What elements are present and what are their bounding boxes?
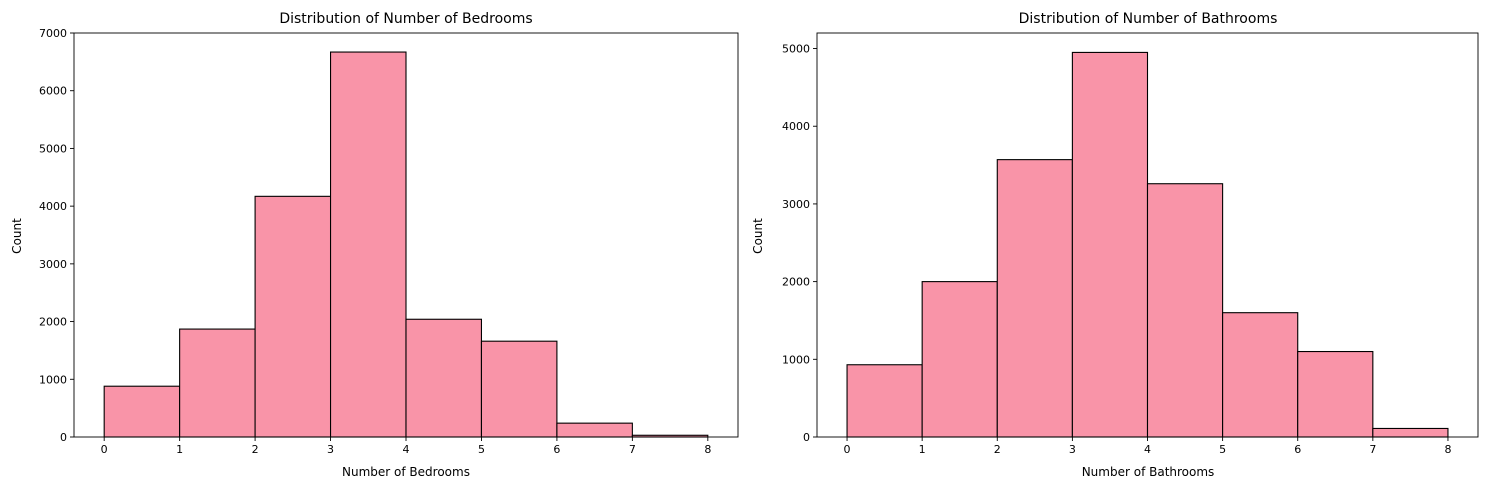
y-tick-label: 1000 <box>39 373 67 386</box>
x-ticks: 0 1 2 3 4 5 6 7 8 <box>101 437 711 456</box>
y-tick-label: 1000 <box>782 353 810 366</box>
histogram-bar <box>329 51 407 438</box>
y-axis-label: Count <box>10 218 24 254</box>
histogram-bar <box>1222 312 1299 438</box>
plot-frame <box>816 32 1479 438</box>
x-tick-label: 7 <box>1369 443 1376 456</box>
x-tick-label: 5 <box>478 443 485 456</box>
histogram-bar <box>1297 350 1374 438</box>
y-axis-label: Count <box>751 218 765 254</box>
x-tick-label: 0 <box>101 443 108 456</box>
histogram-bar <box>921 281 998 438</box>
plot-frame <box>73 32 739 438</box>
y-tick-label: 2000 <box>39 316 67 329</box>
x-axis-label: Number of Bedrooms <box>342 465 470 479</box>
y-tick-label: 5000 <box>782 43 810 56</box>
histogram-bar <box>405 318 483 438</box>
histogram-bar <box>1146 183 1224 438</box>
x-tick-label: 6 <box>1294 443 1301 456</box>
bars <box>103 51 709 438</box>
y-ticks: 0 1000 2000 3000 4000 5000 6000 7000 <box>39 27 74 444</box>
x-tick-label: 2 <box>252 443 259 456</box>
y-tick-label: 4000 <box>782 120 810 133</box>
histogram-bar <box>1071 51 1149 438</box>
y-tick-label: 4000 <box>39 200 67 213</box>
y-tick-label: 0 <box>803 431 810 444</box>
histogram-bar <box>480 340 558 438</box>
y-tick-label: 0 <box>60 431 67 444</box>
y-tick-label: 2000 <box>782 276 810 289</box>
x-tick-label: 8 <box>1444 443 1451 456</box>
x-tick-label: 3 <box>327 443 334 456</box>
x-tick-label: 5 <box>1219 443 1226 456</box>
chart-title: Distribution of Number of Bedrooms <box>279 11 532 27</box>
histogram-bar <box>556 422 633 438</box>
histogram-bar <box>1372 427 1449 438</box>
histogram-bar <box>103 385 181 438</box>
bedrooms-histogram: Distribution of Number of Bedrooms Numbe… <box>10 11 739 479</box>
x-tick-label: 2 <box>994 443 1001 456</box>
x-tick-label: 1 <box>919 443 926 456</box>
y-tick-label: 3000 <box>782 198 810 211</box>
x-tick-label: 3 <box>1069 443 1076 456</box>
x-tick-label: 1 <box>176 443 183 456</box>
x-tick-label: 8 <box>704 443 711 456</box>
bathrooms-histogram: Distribution of Number of Bathrooms Numb… <box>751 11 1479 479</box>
histogram-bar <box>179 328 256 438</box>
y-tick-label: 3000 <box>39 258 67 271</box>
bars <box>846 51 1449 438</box>
x-tick-label: 7 <box>629 443 636 456</box>
histogram-bar <box>254 195 332 438</box>
y-tick-label: 7000 <box>39 27 67 40</box>
histogram-bar <box>846 364 923 438</box>
histogram-bar <box>996 159 1073 438</box>
x-tick-label: 4 <box>403 443 410 456</box>
chart-title: Distribution of Number of Bathrooms <box>1019 11 1278 27</box>
x-tick-label: 6 <box>553 443 560 456</box>
x-ticks: 0 1 2 3 4 5 6 7 8 <box>844 437 1451 456</box>
y-tick-label: 6000 <box>39 85 67 98</box>
x-tick-label: 0 <box>844 443 851 456</box>
y-tick-label: 5000 <box>39 142 67 155</box>
x-tick-label: 4 <box>1144 443 1151 456</box>
y-ticks: 0 1000 2000 3000 4000 5000 <box>782 43 817 444</box>
x-axis-label: Number of Bathrooms <box>1082 465 1215 479</box>
